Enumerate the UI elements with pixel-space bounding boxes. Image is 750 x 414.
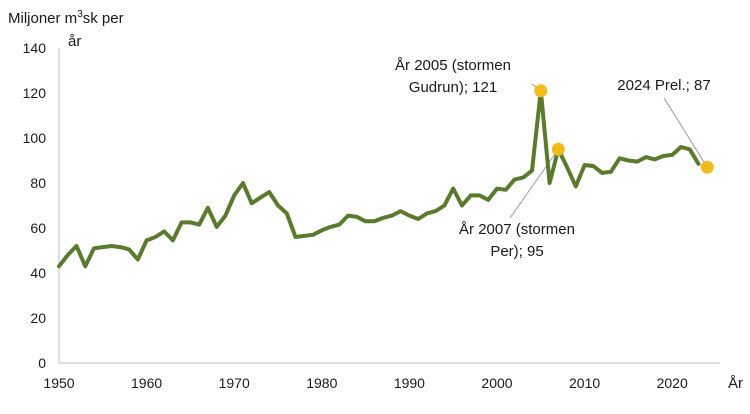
x-axis-title: År [728, 375, 743, 392]
y-tick-label: 120 [23, 85, 47, 101]
y-tick-label: 100 [23, 130, 47, 146]
series-line [57, 88, 701, 269]
x-tick-label: 1970 [219, 375, 250, 391]
y-tick-labels: 0 20 40 60 80 100 120 140 [23, 40, 47, 371]
x-tick-label: 2000 [481, 375, 512, 391]
y-axis-title-line2: år [68, 33, 81, 50]
x-tick-label: 1950 [43, 375, 74, 391]
highlight-point [551, 142, 565, 156]
y-tick-label: 0 [38, 355, 46, 371]
y-tick-label: 140 [23, 40, 47, 56]
highlight-point [534, 84, 548, 98]
y-axis-title-line1: Miljoner m3sk per [8, 9, 124, 27]
x-tick-label: 2010 [569, 375, 600, 391]
y-tick-label: 40 [30, 265, 46, 281]
axes [58, 48, 720, 364]
x-tick-label: 1960 [131, 375, 162, 391]
annotation-2007-line2: Per); 95 [490, 243, 543, 260]
y-tick-label: 60 [30, 220, 46, 236]
annotation-2005-line2: Gudrun); 121 [409, 79, 497, 96]
y-axis-title-superscript: 3 [77, 9, 83, 20]
x-tick-label: 1980 [306, 375, 337, 391]
annotation-2024: 2024 Prel.; 87 [617, 77, 710, 94]
highlight-points [534, 84, 714, 174]
annotation-leader-line [509, 148, 559, 219]
annotation-2007-line1: År 2007 (stormen [459, 221, 575, 238]
x-tick-label: 2020 [657, 375, 688, 391]
annotation-leader-line [663, 97, 708, 168]
x-tick-label: 1990 [394, 375, 425, 391]
x-tick-labels: 1950 1960 1970 1980 1990 2000 2010 2020 [43, 375, 688, 391]
highlight-point [700, 160, 714, 174]
y-tick-label: 80 [30, 175, 46, 191]
y-tick-label: 20 [30, 310, 46, 326]
annotation-2005-line1: År 2005 (stormen [395, 57, 511, 74]
